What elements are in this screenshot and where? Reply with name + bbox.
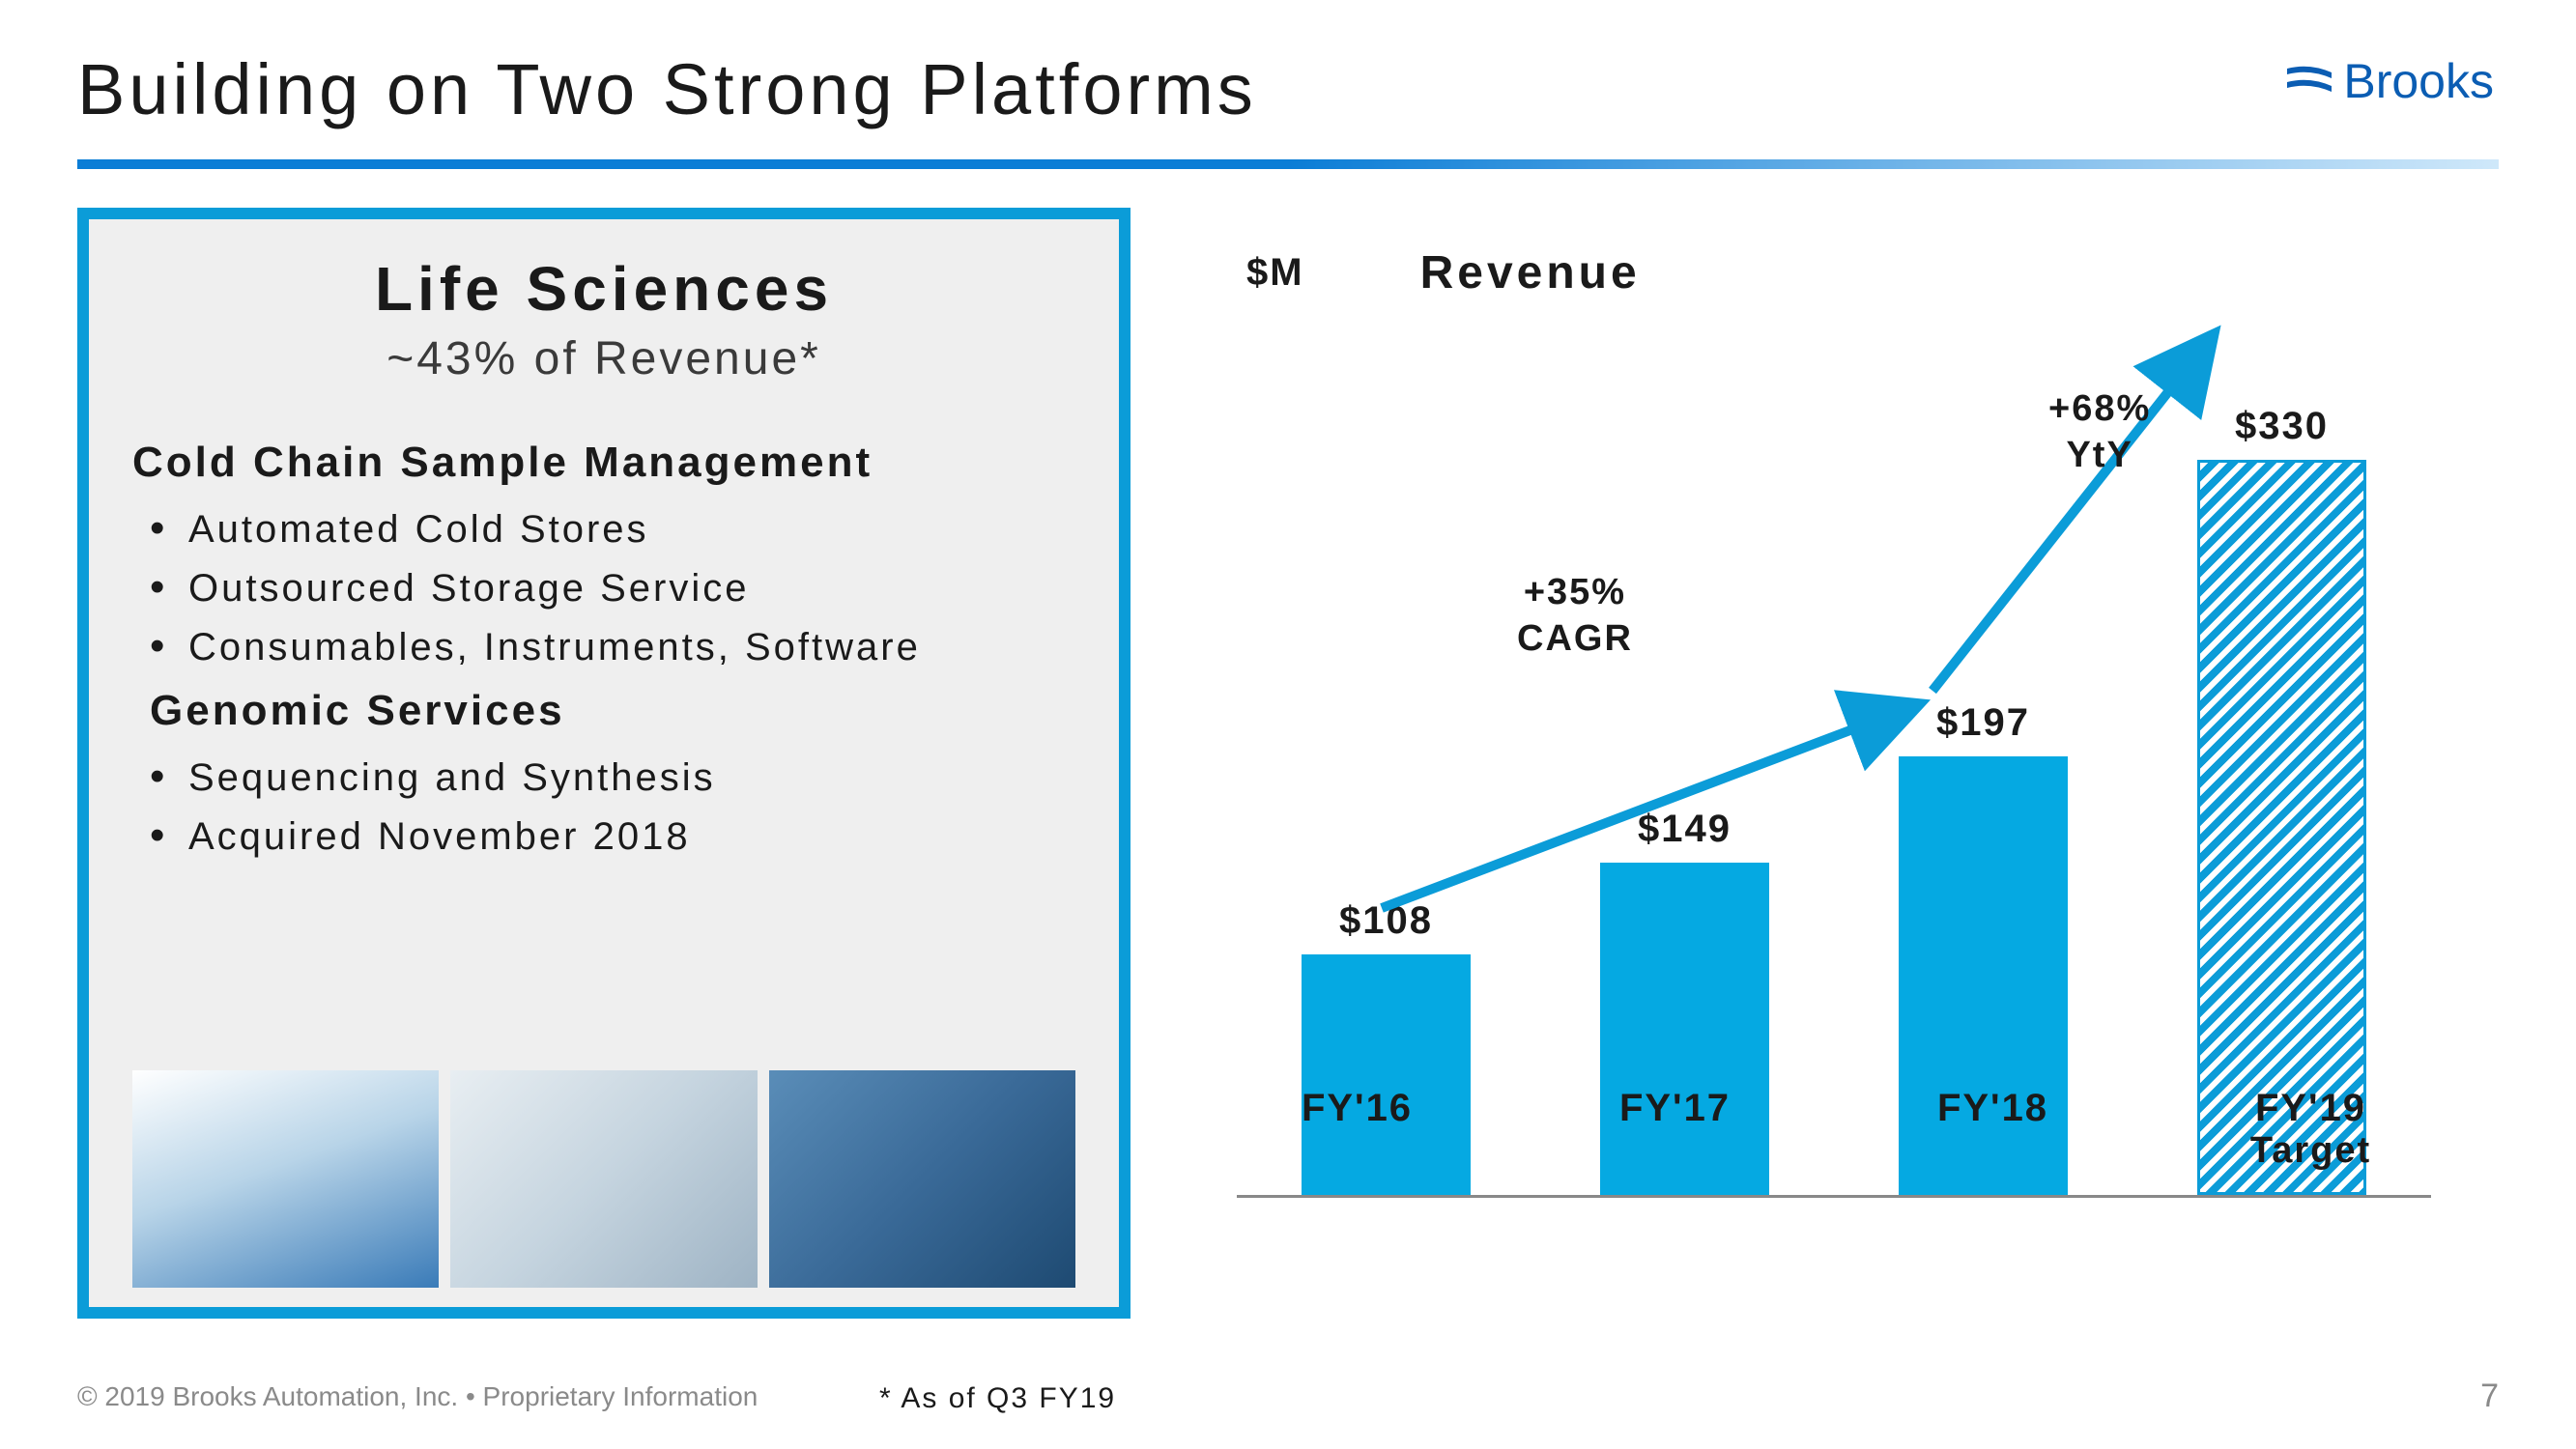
genomic-bullets: Sequencing and Synthesis Acquired Novemb… [132, 749, 1075, 867]
chart-arrows [1237, 328, 2396, 1198]
section-heading-genomic: Genomic Services [150, 687, 1075, 735]
brooks-logo-text: Brooks [2343, 53, 2494, 109]
brooks-logo-icon [2285, 61, 2333, 101]
cold-chain-bullets: Automated Cold Stores Outsourced Storage… [132, 500, 1075, 677]
chart-header: $M Revenue [1246, 246, 2460, 299]
chart-ylabel: $M [1246, 251, 1304, 295]
title-divider [77, 159, 2499, 169]
bullet-item: Consumables, Instruments, Software [150, 618, 1075, 677]
footer-copyright: © 2019 Brooks Automation, Inc. • Proprie… [77, 1381, 758, 1412]
panel-title: Life Sciences [132, 253, 1075, 325]
x-axis-label: FY'17 [1589, 1087, 1762, 1172]
page-number: 7 [2480, 1378, 2499, 1415]
x-axis-label: FY'19Target [2224, 1087, 2398, 1172]
chart-annotation: +68%YtY [2048, 386, 2151, 478]
bullet-item: Outsourced Storage Service [150, 559, 1075, 618]
slide: Building on Two Strong Platforms Brooks … [0, 0, 2576, 1449]
panel-images [132, 1070, 1075, 1288]
content-row: Life Sciences ~43% of Revenue* Cold Chai… [77, 208, 2499, 1319]
brooks-logo: Brooks [2285, 53, 2494, 109]
image-cold-store [132, 1070, 439, 1288]
life-sciences-panel: Life Sciences ~43% of Revenue* Cold Chai… [77, 208, 1131, 1319]
chart-plot-area: $108$149$197$330 +35%CAGR+68%YtY [1208, 328, 2460, 1198]
chart-annotation: +35%CAGR [1517, 570, 1633, 662]
bullet-item: Automated Cold Stores [150, 500, 1075, 559]
panel-subtitle: ~43% of Revenue* [132, 332, 1075, 385]
page-title: Building on Two Strong Platforms [77, 48, 2499, 130]
footer: © 2019 Brooks Automation, Inc. • Proprie… [77, 1378, 2499, 1415]
bullet-item: Sequencing and Synthesis [150, 749, 1075, 808]
image-lab-equipment [450, 1070, 757, 1288]
x-axis-label: FY'16 [1271, 1087, 1445, 1172]
chart-xlabels: FY'16 FY'17 FY'18 FY'19Target [1198, 1087, 2470, 1172]
image-dna-helix [769, 1070, 1075, 1288]
bullet-item: Acquired November 2018 [150, 808, 1075, 867]
revenue-chart: $M Revenue $108$149$197$330 +35%CAGR+68%… [1169, 208, 2499, 1319]
x-axis-label: FY'18 [1906, 1087, 2080, 1172]
chart-title: Revenue [1420, 246, 1641, 299]
section-heading-cold-chain: Cold Chain Sample Management [132, 439, 1075, 487]
